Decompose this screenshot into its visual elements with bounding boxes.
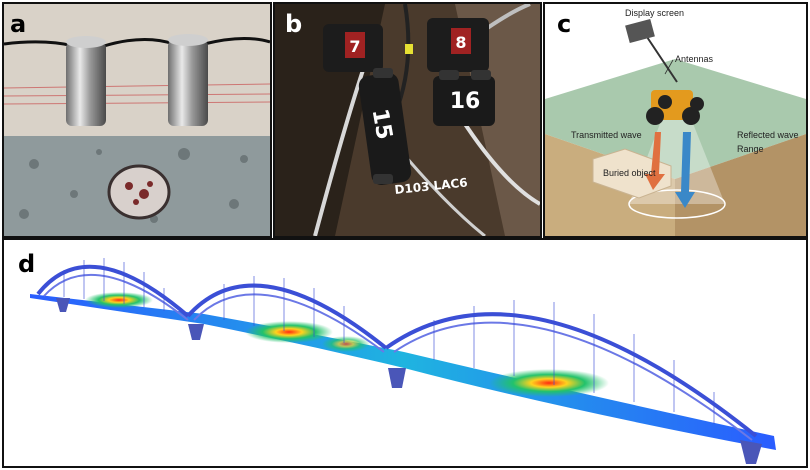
label-range: Range (737, 144, 764, 154)
label-display-screen: Display screen (625, 8, 684, 18)
tag-16: 16 (450, 89, 481, 114)
field-sensors-illustration: 7 8 15 16 D103 LAC6 (275, 4, 540, 236)
gpr-diagram-illustration: Display screen Antennas Transmitted wave… (545, 8, 806, 236)
panel-c-gpr-diagram: Display screen Antennas Transmitted wave… (543, 2, 808, 238)
sensor-cylinders-illustration (4, 4, 270, 236)
tag-8-bg (451, 28, 471, 54)
panel-letter-b: b (285, 10, 303, 38)
bridge-fe-model-illustration (30, 258, 776, 464)
panel-letter-c: c (557, 10, 572, 38)
label-antennas: Antennas (675, 54, 714, 64)
panel-a-sensors-photo: a (2, 2, 272, 238)
panel-letter-a: a (10, 10, 27, 38)
tag-7-bg (345, 32, 365, 58)
label-reflected-wave: Reflected wave (737, 130, 799, 140)
label-transmitted-wave: Transmitted wave (571, 130, 642, 140)
panel-letter-d: d (18, 250, 36, 278)
tag-7: 7 (349, 37, 360, 56)
tag-8: 8 (455, 33, 466, 52)
tag-15: 15 (367, 107, 397, 142)
panel-d-bridge-model: d (2, 238, 808, 468)
label-buried-object: Buried object (603, 168, 656, 178)
panel-b-field-sensors-photo: 7 8 15 16 D103 LAC6 b (273, 2, 542, 238)
